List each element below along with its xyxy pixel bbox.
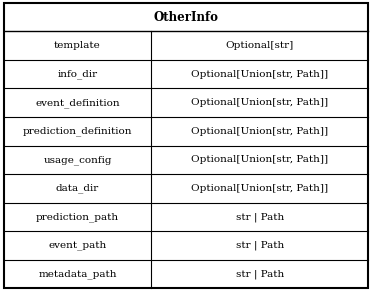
Text: usage_config: usage_config [43,155,112,165]
Text: Optional[Union[str, Path]]: Optional[Union[str, Path]] [191,184,328,193]
Text: event_definition: event_definition [35,98,120,108]
Text: metadata_path: metadata_path [38,269,117,279]
Text: event_path: event_path [48,240,107,250]
Text: data_dir: data_dir [56,183,99,193]
Text: Optional[Union[str, Path]]: Optional[Union[str, Path]] [191,155,328,164]
Text: Optional[Union[str, Path]]: Optional[Union[str, Path]] [191,98,328,107]
Text: str | Path: str | Path [236,241,284,250]
Text: info_dir: info_dir [58,69,97,79]
Text: OtherInfo: OtherInfo [154,11,218,24]
Text: Optional[str]: Optional[str] [226,41,294,50]
Text: prediction_definition: prediction_definition [23,126,132,136]
Text: prediction_path: prediction_path [36,212,119,222]
Text: Optional[Union[str, Path]]: Optional[Union[str, Path]] [191,70,328,79]
Text: template: template [54,41,101,50]
Text: Optional[Union[str, Path]]: Optional[Union[str, Path]] [191,127,328,136]
Text: str | Path: str | Path [236,212,284,221]
Text: str | Path: str | Path [236,269,284,278]
